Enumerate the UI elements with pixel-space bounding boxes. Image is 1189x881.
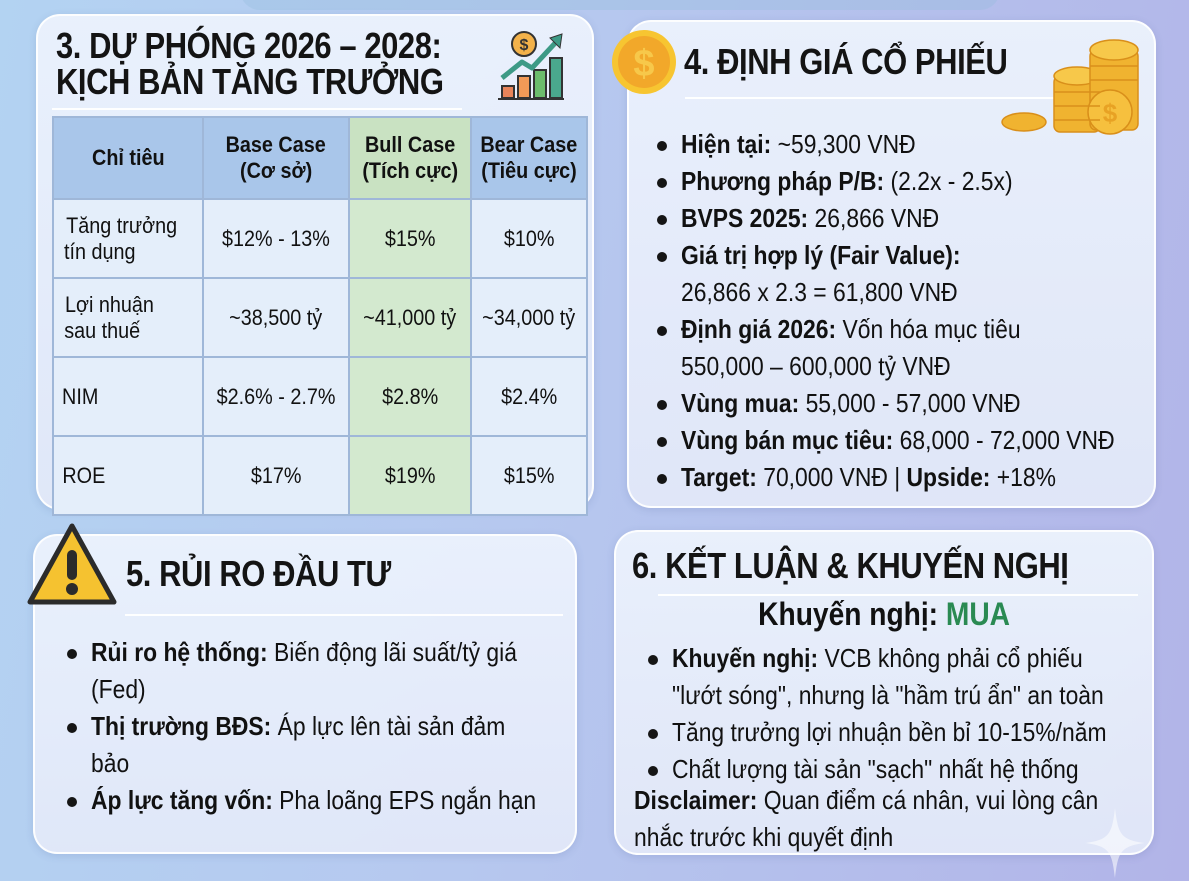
risk-list: Rủi ro hệ thống: Biến động lãi suất/tỷ g… [65,634,597,819]
section-title: 4. ĐỊNH GIÁ CỔ PHIẾU [684,41,1008,82]
disclaimer: Disclaimer: Quan điểm cá nhân, vui lòng … [634,785,1099,852]
cell-base: ~38,500 tỷ [202,277,350,358]
section-conclusion-card: 6. KẾT LUẬN & KHUYẾN NGHỊ Khuyến nghị: M… [614,530,1154,855]
section-title: 5. RỦI RO ĐẦU TƯ [126,553,391,594]
row-label: Lợi nhuận sau thuế [52,277,204,358]
list-item: Vùng bán mục tiêu: 68,000 - 72,000 VNĐ [655,422,1174,459]
table-row: Tăng trưởng tín dụng $12% - 13% $15% $10% [52,198,588,279]
list-item: Chất lượng tài sản "sạch" nhất hệ thống [646,751,1166,788]
header-bull-case: Bull Case (Tích cực) [348,116,472,200]
svg-text:$: $ [633,43,654,85]
valuation-list: Hiện tại: ~59,300 VNĐ Phương pháp P/B: (… [655,126,1174,496]
cell-bear: $10% [470,198,588,279]
list-item: Target: 70,000 VNĐ | Upside: +18% [655,459,1174,496]
conclusion-list: Khuyến nghị: VCB không phải cổ phiếu "lướ… [646,640,1166,788]
svg-text:$: $ [1103,98,1118,128]
table-row: ROE $17% $19% $15% [52,435,588,516]
list-item: Khuyến nghị: VCB không phải cổ phiếu "lướ… [646,640,1166,714]
cell-bull: ~41,000 tỷ [348,277,472,358]
recommendation-badge: MUA [945,596,1010,632]
svg-text:$: $ [520,37,529,54]
section-title: 6. KẾT LUẬN & KHUYẾN NGHỊ [632,545,1069,586]
title-divider [125,614,563,616]
title-divider [658,594,1138,596]
header-metric: Chỉ tiêu [52,116,204,200]
table-row: Lợi nhuận sau thuế ~38,500 tỷ ~41,000 tỷ … [52,277,588,358]
cell-bull: $15% [348,198,472,279]
dollar-coin-icon: $ [612,30,676,94]
title-divider [685,97,1085,99]
table-header-row: Chỉ tiêu Base Case (Cơ sở) Bull Case (Tích… [52,116,588,200]
cell-bull: $2.8% [348,356,472,437]
list-item: Tăng trưởng lợi nhuận bền bỉ 10-15%/năm [646,714,1166,751]
background-watermark [240,0,1000,10]
cell-base: $2.6% - 2.7% [202,356,350,437]
row-label: Tăng trưởng tín dụng [52,198,204,279]
table-row: NIM $2.6% - 2.7% $2.8% $2.4% [52,356,588,437]
coin-stack-icon: $ [1001,39,1139,135]
cell-bear: $15% [470,435,588,516]
cell-bear: ~34,000 tỷ [470,277,588,358]
list-item: BVPS 2025: 26,866 VNĐ [655,200,1174,237]
cell-base: $17% [202,435,350,516]
list-item: Vùng mua: 55,000 - 57,000 VNĐ [655,385,1174,422]
title-divider [52,108,462,110]
list-item: Định giá 2026: Vốn hóa mục tiêu 550,000 –… [655,311,1174,385]
section-risk-card: 5. RỦI RO ĐẦU TƯ Rủi ro hệ thống: Biến đ… [33,534,577,854]
row-label: NIM [52,356,204,437]
header-bear-case: Bear Case (Tiêu cực) [470,116,588,200]
cell-bull: $19% [348,435,472,516]
growth-chart-icon: $ [498,31,564,100]
sparkle-icon [1085,808,1145,878]
header-base-case: Base Case (Cơ sở) [202,116,350,200]
list-item: Thị trường BĐS: Áp lực lên tài sản đảm bả… [65,708,597,782]
cell-base: $12% - 13% [202,198,350,279]
section-title: 3. DỰ PHÓNG 2026 – 2028: KỊCH BẢN TĂNG T… [56,25,444,102]
cell-bear: $2.4% [470,356,588,437]
warning-icon [27,523,117,605]
row-label: ROE [52,435,204,516]
list-item: Rủi ro hệ thống: Biến động lãi suất/tỷ g… [65,634,597,708]
list-item: Giá trị hợp lý (Fair Value): 26,866 x 2.3… [655,237,1174,311]
scenario-table: Chỉ tiêu Base Case (Cơ sở) Bull Case (Tích… [52,116,588,516]
list-item: Áp lực tăng vốn: Pha loãng EPS ngắn hạn [65,782,597,819]
list-item: Phương pháp P/B: (2.2x - 2.5x) [655,163,1174,200]
section-projection-card: 3. DỰ PHÓNG 2026 – 2028: KỊCH BẢN TĂNG T… [36,14,594,516]
recommendation-headline: Khuyến nghị: MUA [758,596,1010,632]
list-item: Hiện tại: ~59,300 VNĐ [655,126,1174,163]
